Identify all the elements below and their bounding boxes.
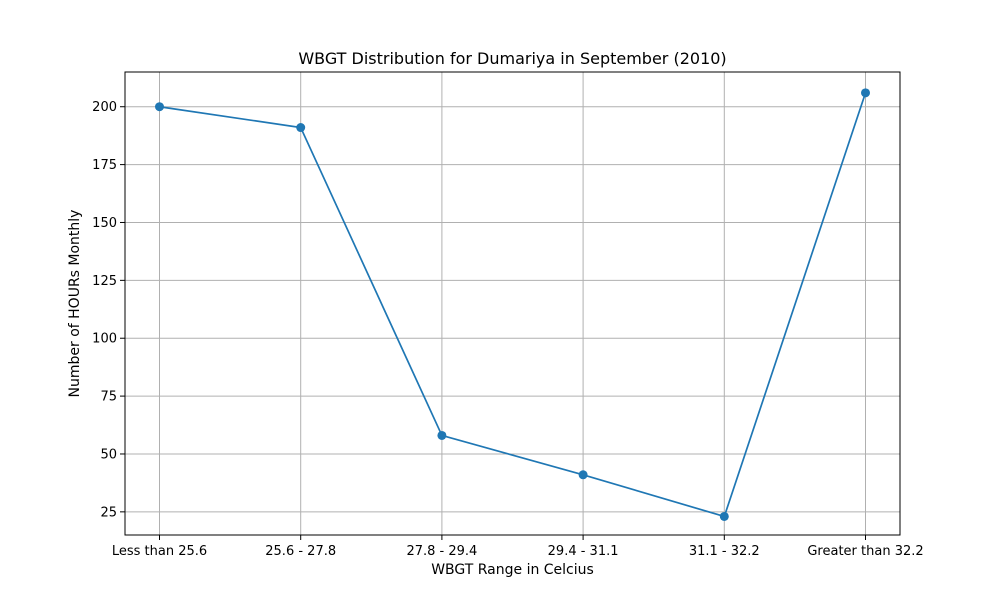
x-axis-title: WBGT Range in Celcius <box>431 562 594 578</box>
x-tick-label: 27.8 - 29.4 <box>406 544 477 559</box>
y-tick-label: 75 <box>100 390 117 405</box>
x-tick-label: Less than 25.6 <box>112 544 207 559</box>
grid-layer <box>125 72 900 535</box>
y-axis-title: Number of HOURs Monthly <box>67 210 83 398</box>
y-tick-label: 125 <box>92 274 117 289</box>
x-tick-label: Greater than 32.2 <box>807 544 923 559</box>
data-point-marker <box>578 470 588 480</box>
series-line <box>159 92 867 518</box>
y-tick-label: 200 <box>92 100 117 115</box>
data-point-marker <box>861 88 870 98</box>
x-tick-label: 29.4 - 31.1 <box>548 544 619 559</box>
data-point-marker <box>719 511 729 521</box>
data-point-marker <box>155 102 164 112</box>
plot-frame <box>124 71 901 536</box>
x-tick-label: 31.1 - 32.2 <box>689 544 760 559</box>
data-point-marker <box>437 430 447 440</box>
x-tick-label: 25.6 - 27.8 <box>265 544 336 559</box>
y-tick-label: 25 <box>100 505 117 520</box>
series-layer <box>155 88 870 521</box>
axes-layer: Less than 25.6 25.6 - 27.8 27.8 - 29.4 29.4… <box>92 100 923 559</box>
y-tick-label: 150 <box>92 216 117 231</box>
y-tick-label: 175 <box>92 158 117 173</box>
chart-title: WBGT Distribution for Dumariya in Septem… <box>298 49 726 68</box>
y-tick-label: 100 <box>92 332 117 347</box>
y-tick-label: 50 <box>100 447 117 462</box>
data-point-marker <box>296 123 306 133</box>
